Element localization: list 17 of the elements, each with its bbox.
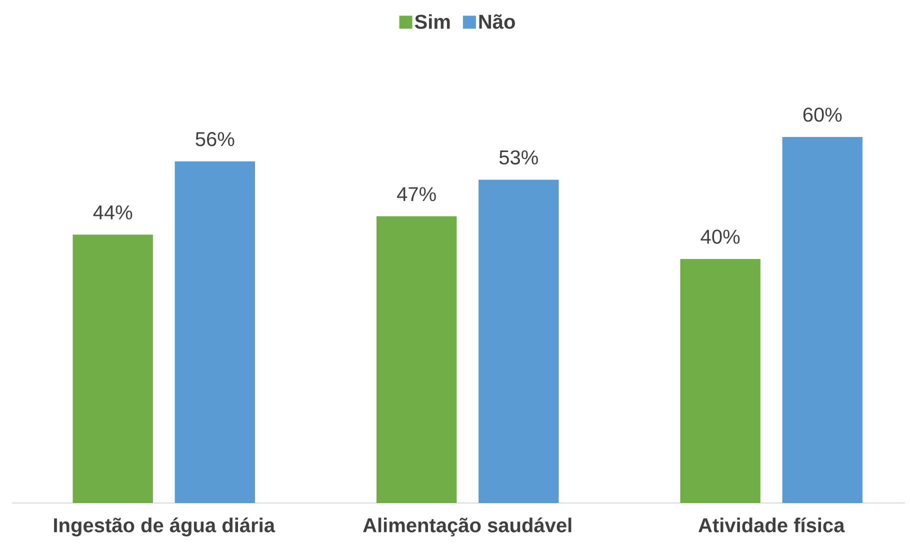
- bar: [174, 161, 255, 503]
- data-label: 47%: [397, 187, 436, 202]
- bar: [680, 259, 760, 503]
- x-tick-label: Atividade física: [698, 518, 845, 532]
- data-label: 56%: [196, 132, 234, 146]
- data-label: 44%: [93, 205, 132, 220]
- data-label: 60%: [803, 108, 842, 122]
- bar: [478, 180, 559, 503]
- bar: [72, 234, 153, 503]
- legend-label: Sim: [414, 14, 450, 29]
- x-tick-label: Ingestão de água diária: [54, 518, 276, 536]
- x-tick-label: Alimentação saudável: [363, 518, 572, 536]
- data-label: 53%: [499, 150, 538, 165]
- bar: [376, 216, 457, 503]
- data-label: 40%: [700, 230, 740, 244]
- legend-label: Não: [479, 14, 515, 29]
- bar: [782, 137, 862, 503]
